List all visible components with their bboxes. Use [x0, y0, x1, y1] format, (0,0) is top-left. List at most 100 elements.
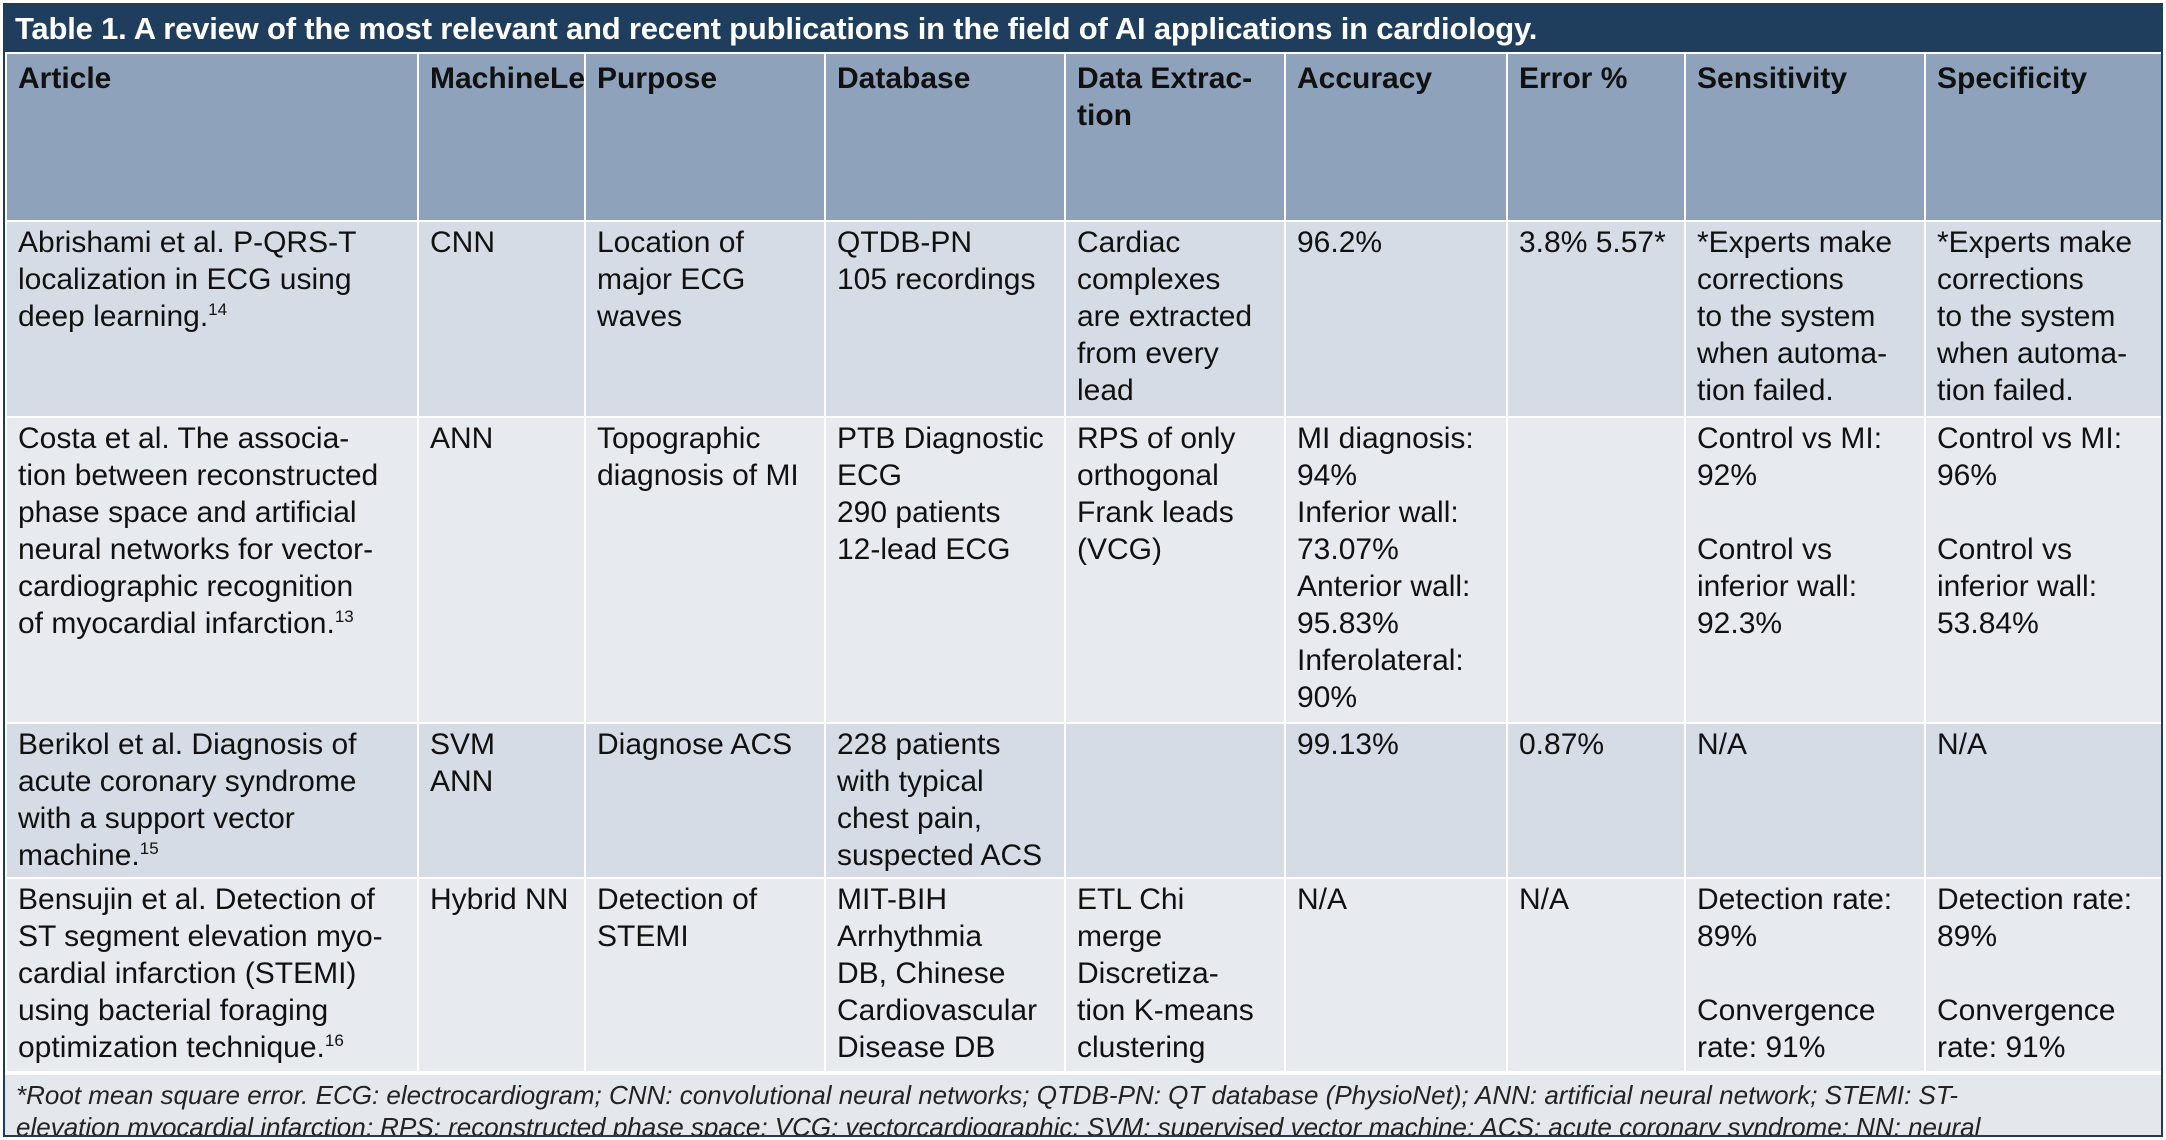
cell-specificity: *Experts make corrections to the system whe…: [1924, 220, 2161, 418]
text-line: tion K-means: [1077, 994, 1254, 1027]
text-line: complexes: [1077, 263, 1221, 296]
text-line: N/A: [1519, 883, 1570, 916]
text-line: Convergence: [1697, 994, 1876, 1027]
text-line: PTB Diagnostic: [837, 422, 1044, 455]
cell-machine-learning-theory: CNN: [417, 220, 586, 418]
text-line: N/A: [1297, 883, 1348, 916]
text-line: Arrhythmia: [837, 920, 983, 953]
cell-accuracy: 96.2%: [1284, 220, 1508, 418]
text-line: rate: 91%: [1697, 1031, 1826, 1064]
reference-number: 16: [324, 1031, 344, 1050]
table-row: Berikol et al. Diagnosis of acute coronar…: [5, 722, 2161, 879]
text-line: Sensitivity: [1697, 62, 1848, 95]
text-line: 53.84%: [1937, 607, 2039, 640]
cell-purpose: Diagnose ACS: [584, 722, 826, 879]
text-line: 94%: [1297, 459, 1358, 492]
text-line: Topographic: [597, 422, 761, 455]
cell-machine-learning-theory: SVM ANN: [417, 722, 586, 879]
text-line: machine.15: [18, 839, 159, 872]
text-line: to the system: [1937, 300, 2116, 333]
text-line: (VCG): [1077, 533, 1162, 566]
text-line: *Experts make: [1697, 226, 1893, 259]
text-line: are extracted: [1077, 300, 1253, 333]
text-line: Bensujin et al. Detection of: [18, 883, 375, 916]
text-line: acute coronary syndrome: [18, 765, 357, 798]
cell-accuracy: MI diagnosis: 94% Inferior wall: 73.07% Ante…: [1284, 416, 1508, 724]
header-row: Article MachineLearningTheory Purpose Da…: [5, 52, 2161, 222]
cell-data-extraction: Cardiac complexes are extracted from every l…: [1064, 220, 1286, 418]
cell-specificity: Control vs MI: 96% Control vs inferior wall…: [1924, 416, 2161, 724]
text-line: Error %: [1519, 62, 1628, 95]
text-line: deep learning.14: [18, 300, 228, 333]
text-line: Data Extrac-: [1077, 62, 1253, 95]
cell-article: Costa et al. The associa-tion between re…: [5, 416, 419, 724]
table-footnote: *Root mean square error. ECG: electrocar…: [5, 1073, 2161, 1135]
text-line: 290 patients: [837, 496, 1001, 529]
text-line: Frank leads: [1077, 496, 1234, 529]
text-line: 99.13%: [1297, 728, 1399, 761]
text-line: Learning: [550, 62, 585, 95]
text-line: 0.87%: [1519, 728, 1605, 761]
cell-article: Abrishami et al. P-QRS-T localization in …: [5, 220, 419, 418]
cell-sensitivity: Control vs MI: 92% Control vs inferior wall…: [1684, 416, 1926, 724]
text-line: N/A: [1937, 728, 1988, 761]
table-row: Bensujin et al. Detection of ST segment e…: [5, 877, 2161, 1073]
text-line: tion failed.: [1937, 374, 2074, 407]
cell-purpose: Topographic diagnosis of MI: [584, 416, 826, 724]
cell-sensitivity: N/A: [1684, 722, 1926, 879]
text-line: Accuracy: [1297, 62, 1433, 95]
text-line: with typical: [837, 765, 984, 798]
cell-purpose: Location of major ECG waves: [584, 220, 826, 418]
text-line: diagnosis of MI: [597, 459, 799, 492]
cell-database: 228 patients with typical chest pain, suspe…: [824, 722, 1066, 879]
text-line: Costa et al. The associa-: [18, 422, 350, 455]
text-line: ANN: [430, 422, 494, 455]
text-line: 89%: [1697, 920, 1758, 953]
text-line: 228 patients: [837, 728, 1001, 761]
text-line: tion between reconstructed: [18, 459, 379, 492]
text-line: Cardiac: [1077, 226, 1181, 259]
text-line: Inferior wall:: [1297, 496, 1459, 529]
text-line: with a support vector: [18, 802, 295, 835]
text-line: tion failed.: [1697, 374, 1834, 407]
cell-database: QTDB-PN 105 recordings: [824, 220, 1066, 418]
text-line: ST segment elevation myo-: [18, 920, 383, 953]
text-line: Cardiovascular: [837, 994, 1038, 1027]
header-sensitivity: Sensitivity: [1684, 52, 1926, 222]
text-line: Machine: [430, 62, 551, 95]
text-line: Disease DB: [837, 1031, 996, 1064]
cell-sensitivity: *Experts make corrections to the system whe…: [1684, 220, 1926, 418]
cell-error: 0.87%: [1506, 722, 1686, 879]
text-line: Control vs MI:: [1937, 422, 2123, 455]
cell-data-extraction: RPS of only orthogonal Frank leads (VCG): [1064, 416, 1286, 724]
header-article: Article: [5, 52, 419, 222]
text-line: 96%: [1937, 459, 1998, 492]
text-line: Control vs: [1697, 533, 1833, 566]
header-purpose: Purpose: [584, 52, 826, 222]
text-line: tion: [1077, 99, 1132, 132]
text-line: Control vs: [1937, 533, 2073, 566]
text-line: inferior wall:: [1937, 570, 2098, 603]
text-line: ANN: [430, 765, 494, 798]
header-accuracy: Accuracy: [1284, 52, 1508, 222]
cell-specificity: N/A: [1924, 722, 2161, 879]
cell-machine-learning-theory: Hybrid NN: [417, 877, 586, 1073]
text-line: lead: [1077, 374, 1134, 407]
text-line: 3.8% 5.57*: [1519, 226, 1666, 259]
text-line: when automa-: [1937, 337, 2128, 370]
text-line: major ECG: [597, 263, 746, 296]
blank-line: [1937, 955, 2155, 992]
header-database: Database: [824, 52, 1066, 222]
text-line: 92%: [1697, 459, 1758, 492]
text-line: STEMI: [597, 920, 689, 953]
text-line: 89%: [1937, 920, 1998, 953]
text-line: optimization technique.16: [18, 1031, 344, 1064]
cell-article: Berikol et al. Diagnosis of acute coronar…: [5, 722, 419, 879]
text-line: Specificity: [1937, 62, 2088, 95]
text-line: Database: [837, 62, 971, 95]
text-line: inferior wall:: [1697, 570, 1858, 603]
text-line: Inferolateral:: [1297, 644, 1464, 677]
text-line: Purpose: [597, 62, 718, 95]
blank-line: [1697, 494, 1914, 531]
text-line: Berikol et al. Diagnosis of: [18, 728, 357, 761]
